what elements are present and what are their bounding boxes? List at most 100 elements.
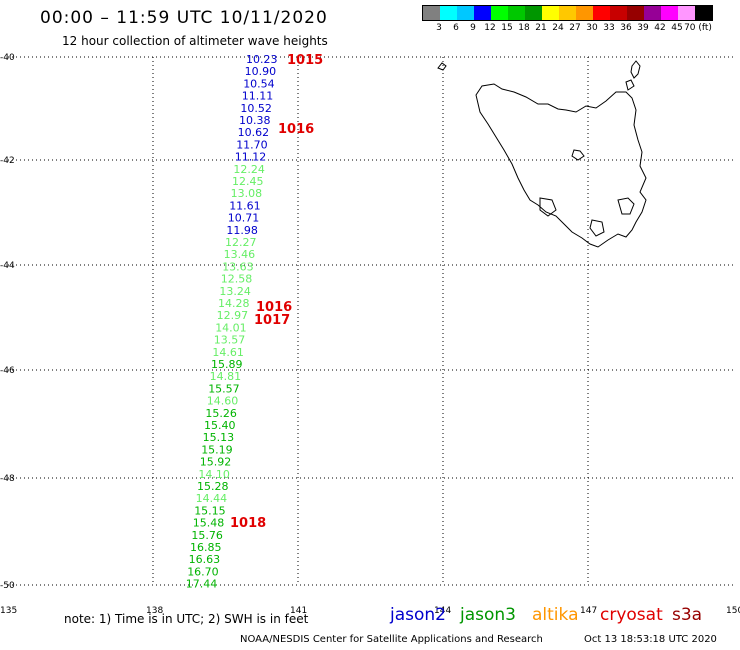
color-scale-swatches: [422, 5, 713, 21]
swh-reading: 13.63: [222, 260, 254, 273]
swh-reading: 10.62: [238, 126, 270, 139]
satellite-legend-jason3: jason3: [460, 605, 516, 625]
swh-reading: 10.38: [239, 114, 271, 127]
swh-reading: 15.40: [204, 419, 236, 432]
swh-reading: 13.24: [219, 285, 251, 298]
color-swatch: [542, 6, 559, 20]
swh-reading: 16.63: [189, 553, 221, 566]
footer-credit: NOAA/NESDIS Center for Satellite Applica…: [240, 634, 543, 645]
color-swatch: [576, 6, 593, 20]
color-swatch: [593, 6, 610, 20]
swh-reading: 14.28: [218, 297, 250, 310]
color-scale-labels: 3 6 9 12 15 18 21 24 27 30 33 36 39 42 45 70 (ft): [422, 21, 713, 35]
lon-label: 150: [726, 606, 740, 616]
color-scale-label: 15: [501, 23, 513, 33]
swh-reading: 13.08: [231, 187, 263, 200]
swh-reading: 12.97: [217, 309, 249, 322]
color-swatch: [644, 6, 661, 20]
color-swatch: [661, 6, 678, 20]
swh-reading: 15.89: [211, 358, 243, 371]
color-scale-label: 45: [671, 23, 683, 33]
color-swatch: [491, 6, 508, 20]
color-scale-label: 3: [436, 23, 442, 33]
swh-reading: 15.48: [193, 517, 225, 530]
color-scale-label: 42: [654, 23, 666, 33]
pressure-label: 1018: [230, 516, 266, 531]
map-subtitle: 12 hour collection of altimeter wave hei…: [62, 34, 328, 48]
footer-note: note: 1) Time is in UTC; 2) SWH is in fe…: [64, 612, 309, 626]
swh-reading: 14.60: [207, 395, 239, 408]
color-scale-label: 70 (ft): [684, 23, 712, 33]
pressure-label: 1016: [278, 122, 314, 137]
satellite-legend-jason2: jason2: [390, 605, 446, 625]
swh-reading: 13.57: [214, 334, 246, 347]
swh-reading: 16.70: [187, 565, 219, 578]
pressure-label: 1016: [256, 300, 292, 315]
swh-reading: 11.61: [229, 199, 261, 212]
swh-reading: 11.12: [235, 151, 266, 164]
swh-reading: 12.24: [233, 163, 265, 176]
color-swatch: [525, 6, 542, 20]
color-swatch: [627, 6, 644, 20]
swh-reading: 14.61: [212, 346, 244, 359]
swh-reading: 15.26: [205, 407, 237, 420]
swh-reading: 10.54: [243, 77, 275, 90]
satellite-legend-altika: altika: [532, 605, 579, 625]
map-title: 00:00 – 11:59 UTC 10/11/2020: [40, 8, 328, 28]
swh-reading: 10.90: [245, 65, 277, 78]
coastline-tasmania: [437, 60, 647, 248]
lon-label: 141: [290, 606, 307, 616]
color-scale-label: 30: [586, 23, 598, 33]
swh-reading: 15.92: [200, 456, 232, 469]
swh-reading: 14.01: [215, 321, 247, 334]
lon-label: 138: [146, 606, 163, 616]
swh-reading: 15.13: [203, 431, 235, 444]
color-swatch: [508, 6, 525, 20]
swh-reading: 10.52: [240, 102, 272, 115]
swh-reading: 14.44: [196, 492, 228, 505]
map-grid: [8, 56, 733, 586]
satellite-legend-s3a: s3a: [672, 605, 703, 625]
swh-reading: 15.19: [201, 443, 233, 456]
swh-reading: 14.81: [210, 370, 242, 383]
color-swatch: [695, 6, 712, 20]
swh-reading: 15.15: [194, 504, 226, 517]
color-scale-label: 27: [569, 23, 581, 33]
lat-label: -48: [0, 474, 15, 484]
lon-label: 147: [580, 606, 597, 616]
color-scale-label: 36: [620, 23, 632, 33]
lat-label: -40: [0, 53, 15, 63]
color-scale-label: 6: [453, 23, 459, 33]
pressure-label: 1015: [287, 53, 323, 68]
color-swatch: [457, 6, 474, 20]
lat-label: -44: [0, 261, 15, 271]
swh-readings: 10.2310.9010.5411.1110.5210.3810.6211.70…: [186, 53, 278, 591]
swh-reading: 10.23: [246, 53, 278, 66]
swh-reading: 12.45: [232, 175, 264, 188]
color-scale-label: 12: [484, 23, 496, 33]
color-scale-label: 18: [518, 23, 530, 33]
color-swatch: [474, 6, 491, 20]
lon-label: 135: [0, 606, 17, 616]
color-swatch: [678, 6, 695, 20]
lat-label: -50: [0, 581, 15, 591]
swh-reading: 12.58: [221, 273, 253, 286]
footer-timestamp: Oct 13 18:53:18 UTC 2020: [584, 634, 717, 645]
swh-reading: 15.57: [208, 382, 240, 395]
lat-label: -46: [0, 366, 15, 376]
swh-reading: 14.10: [198, 468, 230, 481]
color-swatch: [440, 6, 457, 20]
swh-reading: 11.98: [226, 224, 258, 237]
lat-label: -42: [0, 156, 15, 166]
swh-reading: 17.44: [186, 578, 218, 591]
swh-reading: 10.71: [228, 212, 259, 225]
swh-reading: 16.85: [190, 541, 222, 554]
color-scale-label: 9: [470, 23, 476, 33]
color-scale-label: 21: [535, 23, 547, 33]
swh-reading: 11.70: [236, 138, 268, 151]
color-swatch: [610, 6, 627, 20]
swh-reading: 13.46: [224, 248, 256, 261]
satellite-legend-cryosat: cryosat: [600, 605, 663, 625]
